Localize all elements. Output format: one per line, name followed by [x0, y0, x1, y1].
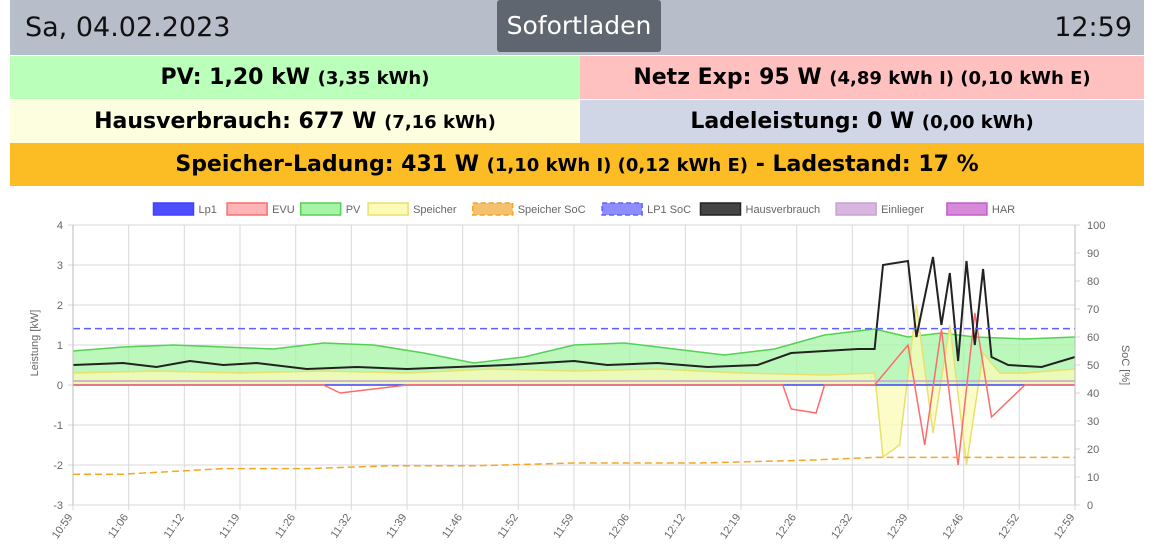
x-tick-label: 10:59: [50, 512, 76, 541]
y-tick-label: -2: [53, 460, 63, 472]
legend-swatch: [152, 202, 195, 216]
legend-label: PV: [346, 204, 361, 216]
legend-label: LP1 SoC: [647, 204, 691, 216]
y2-tick-label: 10: [1087, 472, 1099, 484]
legend-swatch: [471, 202, 514, 216]
x-tick-label: 12:12: [662, 512, 688, 541]
y-tick-label: 2: [57, 300, 63, 312]
legend-swatch: [226, 202, 268, 216]
x-tick-label: 12:06: [607, 512, 633, 541]
y2-tick-label: 90: [1087, 248, 1099, 260]
power-chart[interactable]: Lp1 EVU PV Speicher Speicher SoC LP1 SoC Hausv…: [0, 190, 1154, 546]
y-tick-label: 4: [57, 220, 63, 232]
grid-power-label: Netz Exp: 95 W: [633, 65, 822, 90]
legend-item-speicher[interactable]: Speicher: [367, 202, 457, 216]
legend-label: Hausverbrauch: [746, 204, 821, 216]
legend-item-einlieger[interactable]: Einlieger: [835, 202, 924, 216]
charging-energy-detail: (0,00 kWh): [921, 112, 1034, 133]
current-date: Sa, 04.02.2023: [25, 12, 231, 43]
y2-axis-label: SoC [%]: [1119, 345, 1131, 385]
legend-swatch: [946, 202, 988, 216]
pv-tile: PV: 1,20 kW (3,35 kWh): [10, 56, 580, 99]
y-tick-label: -1: [53, 420, 63, 432]
charging-power-tile: Ladeleistung: 0 W (0,00 kWh): [580, 100, 1144, 143]
chart-series: [72, 256, 1076, 475]
legend-swatch: [367, 202, 409, 216]
grid-tile: Netz Exp: 95 W (4,89 kWh I) (0,10 kWh E): [580, 56, 1144, 99]
battery-soc-label: - Ladestand: 17 %: [755, 152, 979, 177]
legend-swatch: [601, 202, 643, 216]
x-tick-label: 11:06: [106, 512, 131, 541]
y2-tick-label: 50: [1087, 360, 1099, 372]
chart-legend[interactable]: Lp1 EVU PV Speicher Speicher SoC LP1 SoC Hausv…: [152, 202, 1016, 216]
charging-power-label: Ladeleistung: 0 W: [690, 109, 915, 134]
battery-energy-detail: (1,10 kWh I) (0,12 kWh E): [486, 155, 749, 176]
y-tick-label: 0: [57, 380, 63, 392]
series-line-speicher: [72, 304, 1076, 466]
x-tick-label: 11:32: [329, 512, 354, 541]
x-tick-label: 11:12: [162, 512, 187, 541]
y2-tick-label: 40: [1087, 388, 1099, 400]
y2-tick-label: 20: [1087, 444, 1099, 456]
x-tick-label: 11:46: [440, 512, 465, 541]
x-tick-label: 12:32: [829, 512, 855, 541]
legend-label: Speicher SoC: [518, 204, 586, 216]
x-tick-label: 12:26: [774, 512, 800, 541]
pv-energy-detail: (3,35 kWh): [317, 68, 430, 89]
house-energy-detail: (7,16 kWh): [384, 112, 496, 133]
battery-tile: Speicher-Ladung: 431 W (1,10 kWh I) (0,1…: [10, 143, 1144, 186]
legend-item-pv[interactable]: PV: [299, 202, 361, 216]
y2-tick-label: 0: [1087, 500, 1093, 512]
x-tick-label: 11:19: [217, 512, 242, 541]
x-tick-label: 11:39: [384, 512, 409, 541]
series-line-speicher-soc: [73, 456, 1075, 475]
y2-tick-label: 70: [1087, 304, 1099, 316]
grid-energy-detail: (4,89 kWh I) (0,10 kWh E): [829, 68, 1091, 89]
pv-power-label: PV: 1,20 kW: [160, 65, 310, 90]
top-bar: Sa, 04.02.2023 Sofortladen 12:59: [10, 0, 1144, 55]
x-tick-label: 12:59: [1052, 512, 1078, 541]
y2-tick-label: 60: [1087, 332, 1099, 344]
y2-tick-label: 80: [1087, 276, 1099, 288]
legend-item-har[interactable]: HAR: [946, 202, 1015, 216]
series-line-evu: [73, 312, 1075, 466]
series-line-hausverbrauch: [72, 256, 1076, 371]
charge-mode-button[interactable]: Sofortladen: [497, 0, 661, 52]
y-tick-label: 3: [57, 260, 63, 272]
x-tick-label: 11:52: [496, 512, 521, 541]
y2-tick-label: 30: [1087, 416, 1099, 428]
legend-item-hausverbrauch[interactable]: Hausverbrauch: [699, 202, 821, 216]
house-power-label: Hausverbrauch: 677 W: [94, 109, 377, 134]
house-consumption-tile: Hausverbrauch: 677 W (7,16 kWh): [10, 100, 580, 143]
legend-label: EVU: [272, 204, 295, 216]
legend-swatch: [299, 202, 342, 216]
x-tick-label: 11:59: [551, 512, 576, 541]
x-tick-label: 12:19: [718, 512, 744, 541]
legend-label: HAR: [992, 204, 1015, 216]
y-tick-label: 1: [57, 340, 63, 352]
series-line-pv: [72, 328, 1076, 364]
y-axis-label: Leistung [kW]: [29, 310, 41, 377]
current-time: 12:59: [1054, 12, 1132, 43]
x-tick-label: 12:39: [885, 512, 911, 541]
battery-power-label: Speicher-Ladung: 431 W: [175, 152, 479, 177]
legend-label: Lp1: [199, 204, 217, 216]
x-tick-label: 11:26: [273, 512, 298, 541]
legend-item-lp1[interactable]: Lp1: [152, 202, 217, 216]
legend-label: Speicher: [413, 204, 457, 216]
legend-swatch: [699, 202, 742, 216]
legend-item-speicher-soc[interactable]: Speicher SoC: [471, 202, 586, 216]
y-tick-label: -3: [53, 500, 63, 512]
x-tick-label: 12:52: [996, 512, 1022, 541]
legend-item-evu[interactable]: EVU: [226, 202, 295, 216]
x-tick-label: 12:46: [941, 512, 967, 541]
legend-item-lp1-soc[interactable]: LP1 SoC: [601, 202, 691, 216]
legend-label: Einlieger: [881, 204, 924, 216]
legend-swatch: [835, 202, 877, 216]
y2-tick-label: 100: [1087, 220, 1105, 232]
